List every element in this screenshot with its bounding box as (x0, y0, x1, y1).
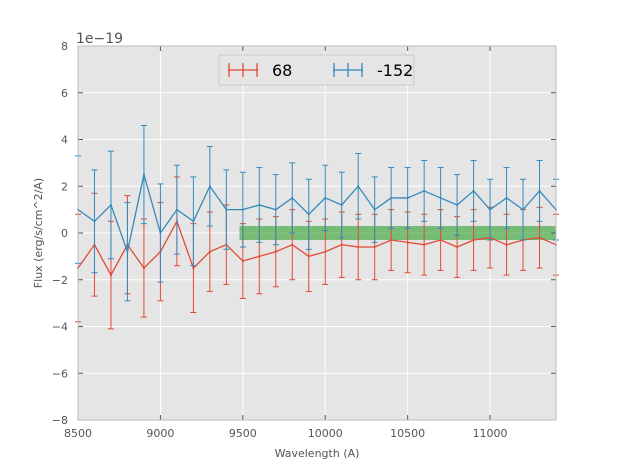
x-tick-label: 11000 (473, 427, 508, 440)
data-point (324, 250, 327, 253)
data-point (472, 189, 475, 192)
legend-label: 68 (272, 61, 292, 80)
data-point (340, 243, 343, 246)
data-point (357, 246, 360, 249)
offset-label: 1e−19 (76, 31, 123, 47)
y-tick-label: −2 (52, 274, 68, 287)
legend-entries: 68 -152 (228, 61, 413, 80)
data-point (126, 250, 129, 253)
data-point (456, 246, 459, 249)
data-point (109, 203, 112, 206)
data-point (390, 239, 393, 242)
y-tick-label: 2 (61, 180, 68, 193)
data-point (307, 213, 310, 216)
y-tick-label: 6 (61, 87, 68, 100)
data-point (258, 255, 261, 258)
data-point (274, 250, 277, 253)
data-point (439, 196, 442, 199)
data-point (340, 203, 343, 206)
data-point (505, 196, 508, 199)
y-tick-label: 4 (61, 134, 68, 147)
data-point (142, 267, 145, 270)
data-point (505, 243, 508, 246)
series-line (77, 174, 557, 255)
data-point (472, 239, 475, 242)
data-point (538, 189, 541, 192)
series-line (77, 219, 557, 277)
data-point (109, 274, 112, 277)
x-tick-label: 9000 (146, 427, 174, 440)
data-point (406, 196, 409, 199)
data-point (159, 232, 162, 234)
x-tick-label: 8500 (64, 427, 92, 440)
y-tick-label: −6 (52, 367, 68, 380)
data-point (307, 255, 310, 258)
data-point (225, 208, 228, 211)
legend: 68 -152 (218, 54, 415, 86)
y-tick-label: 0 (61, 227, 68, 240)
shaded-band (239, 225, 556, 241)
x-ticks: 8500 9000 9500 10000 10500 11000 (64, 46, 508, 440)
data-point (241, 208, 244, 211)
legend-entry-0: 68 (228, 61, 292, 80)
data-point (406, 241, 409, 244)
data-point (192, 267, 195, 270)
data-point (324, 196, 327, 199)
data-point (241, 260, 244, 263)
data-point (208, 185, 211, 188)
data-point (439, 239, 442, 242)
data-point (456, 203, 459, 206)
data-point (274, 208, 277, 211)
data-point (423, 243, 426, 246)
x-tick-label: 10000 (308, 427, 343, 440)
y-tick-label: 8 (61, 40, 68, 53)
data-point (423, 189, 426, 192)
legend-entry-1: -152 (333, 61, 413, 80)
y-axis-label: Flux (erg/s/cm^2/A) (32, 178, 45, 288)
data-point (208, 250, 211, 253)
x-axis-label: Wavelength (A) (275, 447, 360, 460)
plot-frame (77, 45, 557, 421)
y-tick-label: −4 (52, 321, 68, 334)
data-point (522, 208, 525, 211)
data-point (357, 185, 360, 188)
data-point (390, 196, 393, 199)
data-point (373, 208, 376, 211)
x-tick-label: 9500 (229, 427, 257, 440)
data-point (291, 243, 294, 246)
y-tick-label: −8 (52, 414, 68, 427)
legend-label: -152 (377, 61, 413, 80)
data-point (175, 208, 178, 211)
data-point (142, 173, 145, 176)
data-point (93, 220, 96, 223)
data-point (258, 203, 261, 206)
x-tick-label: 10500 (390, 427, 425, 440)
data-point (489, 208, 492, 211)
data-point (538, 236, 541, 239)
data-point (192, 220, 195, 223)
data-point (373, 246, 376, 249)
data-point (291, 196, 294, 199)
